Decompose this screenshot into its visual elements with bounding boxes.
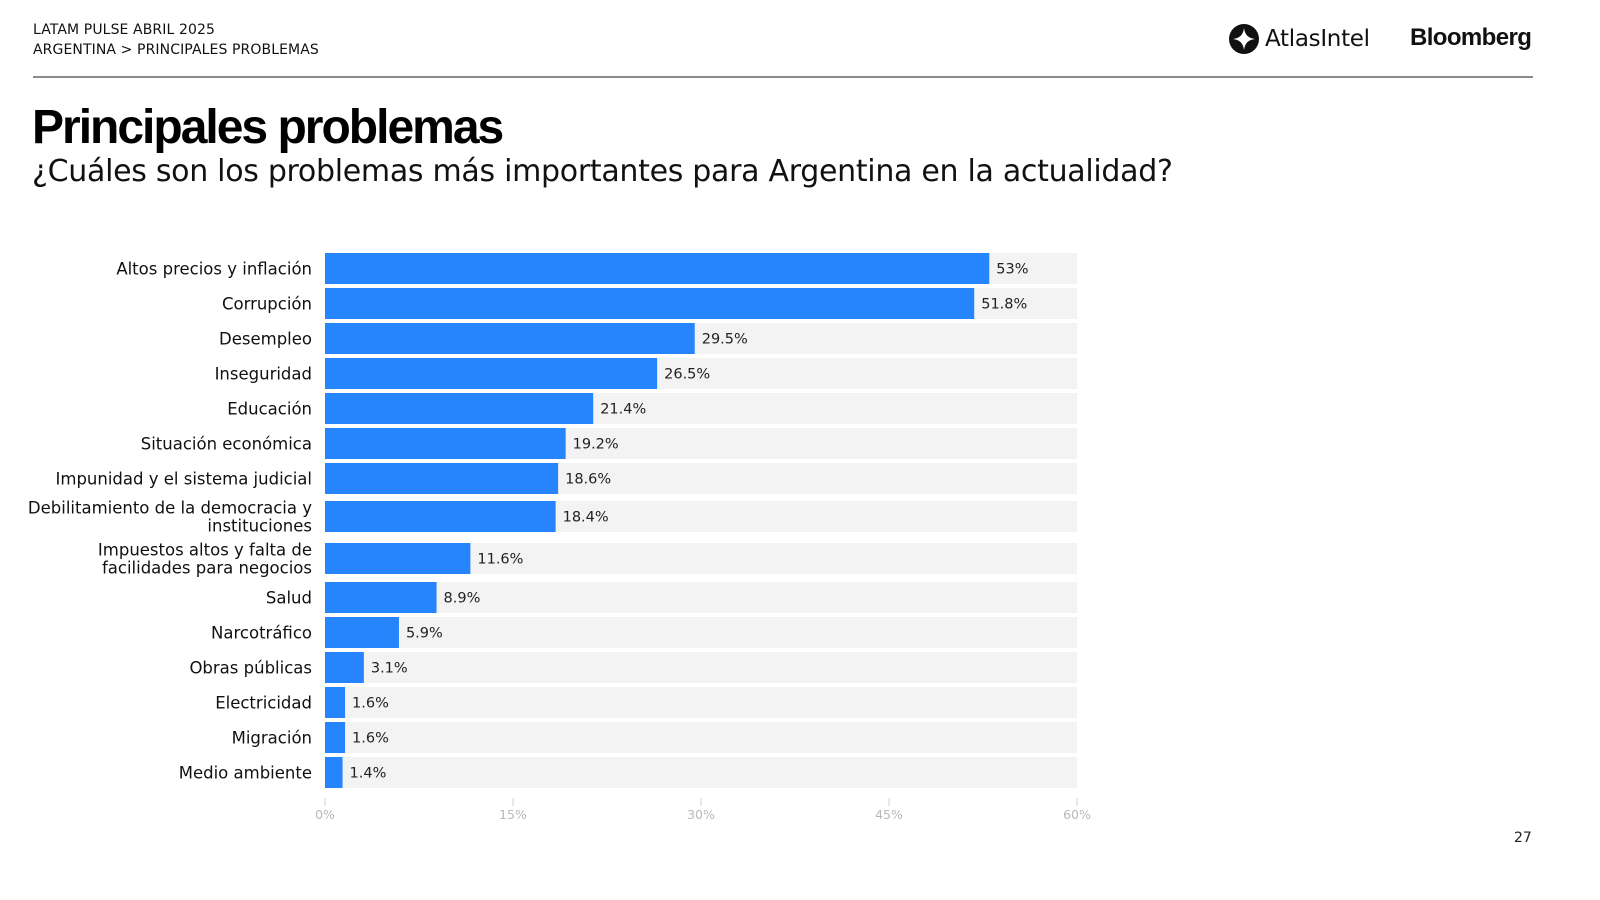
bar [325, 757, 343, 788]
category-label: Educación [227, 400, 312, 419]
bar [325, 617, 399, 648]
bar [325, 428, 566, 459]
category-label: Narcotráfico [211, 624, 312, 643]
category-label: Desempleo [219, 330, 312, 349]
category-label: Medio ambiente [179, 764, 312, 783]
bar-track [325, 652, 1077, 683]
header-divider [33, 76, 1533, 78]
category-label: Impuestos altos y falta de facilidades pa… [98, 541, 312, 578]
x-tick-label: 30% [687, 807, 715, 822]
report-series-label: LATAM PULSE ABRIL 2025 [33, 22, 215, 38]
value-label: 11.6% [477, 552, 523, 568]
bar [325, 323, 695, 354]
category-label: Obras públicas [189, 659, 312, 678]
page-number: 27 [1514, 830, 1532, 846]
category-label: Impunidad y el sistema judicial [56, 470, 312, 489]
value-label: 51.8% [981, 297, 1027, 313]
value-label: 29.5% [702, 332, 748, 348]
category-label: Salud [266, 589, 312, 608]
bar [325, 722, 346, 753]
value-label: 1.4% [350, 766, 387, 782]
category-label: Inseguridad [215, 365, 312, 384]
bar-track [325, 582, 1077, 613]
bar-track [325, 722, 1077, 753]
bar [325, 543, 471, 574]
bar [325, 463, 559, 494]
x-tick-label: 60% [1063, 807, 1091, 822]
category-label: Electricidad [215, 694, 312, 713]
bar [325, 358, 658, 389]
bar-track [325, 687, 1077, 718]
page-subtitle: ¿Cuáles son los problemas más importante… [32, 154, 1173, 189]
category-label: Migración [232, 729, 312, 748]
value-label: 53% [996, 262, 1028, 278]
category-label: Altos precios y inflación [116, 260, 312, 279]
category-label: Situación económica [141, 435, 312, 454]
bar [325, 501, 556, 532]
bar [325, 652, 364, 683]
value-label: 1.6% [352, 696, 389, 712]
breadcrumb: ARGENTINA > PRINCIPALES PROBLEMAS [33, 42, 319, 58]
atlasintel-logo-text: AtlasIntel [1265, 26, 1370, 52]
x-tick-label: 15% [499, 807, 527, 822]
bloomberg-logo: Bloomberg [1410, 24, 1532, 51]
bar-track [325, 617, 1077, 648]
value-label: 18.4% [563, 510, 609, 526]
category-label: Corrupción [222, 295, 312, 314]
value-label: 8.9% [444, 591, 481, 607]
value-label: 3.1% [371, 661, 408, 677]
value-label: 21.4% [600, 402, 646, 418]
atlasintel-logo: AtlasIntel [1229, 24, 1370, 54]
bar [325, 582, 437, 613]
x-tick-label: 0% [315, 807, 335, 822]
value-label: 26.5% [664, 367, 710, 383]
value-label: 19.2% [573, 437, 619, 453]
bar [325, 253, 990, 284]
value-label: 18.6% [565, 472, 611, 488]
atlasintel-logo-icon [1229, 24, 1259, 54]
value-label: 1.6% [352, 731, 389, 747]
bar [325, 393, 594, 424]
page-title: Principales problemas [32, 101, 504, 154]
x-tick-label: 45% [875, 807, 903, 822]
category-label: Debilitamiento de la democracia y institu… [28, 499, 312, 536]
bar [325, 687, 346, 718]
bar [325, 288, 975, 319]
value-label: 5.9% [406, 626, 443, 642]
bar-track [325, 757, 1077, 788]
